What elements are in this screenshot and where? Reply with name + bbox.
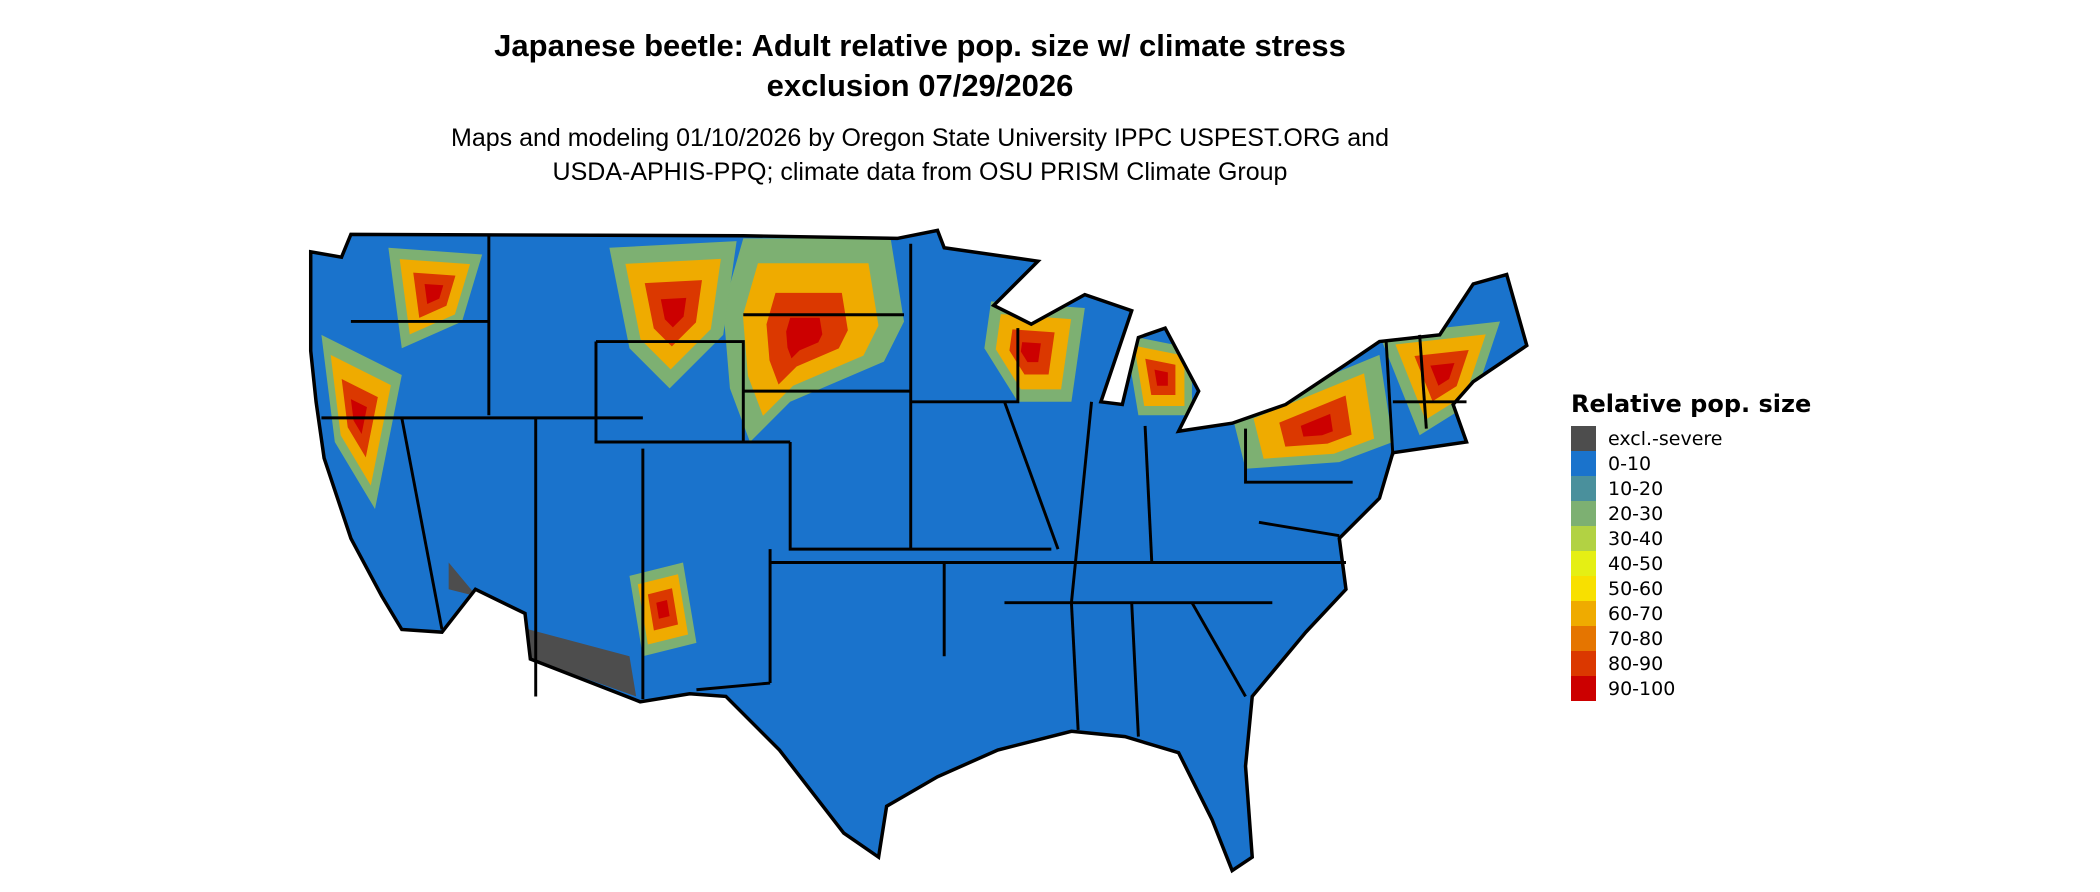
- state-border: [1258, 520, 1340, 538]
- legend-label: 60-70: [1608, 602, 1664, 625]
- state-border: [594, 341, 791, 444]
- state-border: [1003, 401, 1060, 550]
- legend-label: 90-100: [1608, 677, 1676, 700]
- legend-swatch: [1571, 601, 1596, 626]
- state-border: [1069, 602, 1080, 731]
- subtitle-line1: Maps and modeling 01/10/2026 by Oregon S…: [451, 124, 1389, 152]
- state-border: [400, 417, 444, 630]
- legend-swatch: [1571, 626, 1596, 651]
- state-border: [1190, 601, 1247, 698]
- legend-swatch: [1571, 426, 1596, 451]
- suitability-zone: [424, 283, 444, 305]
- suitability-zone: [1020, 342, 1041, 363]
- state-border: [595, 340, 745, 442]
- state-border: [910, 328, 1020, 404]
- legend-swatch: [1571, 501, 1596, 526]
- legend-item: excl.-severe: [1571, 426, 1811, 451]
- legend-item: 90-100: [1571, 676, 1811, 701]
- legend-item: 10-20: [1571, 476, 1811, 501]
- us-outline: [308, 228, 1529, 874]
- legend-swatch: [1571, 451, 1596, 476]
- legend-item: 0-10: [1571, 451, 1811, 476]
- legend-label: 80-90: [1608, 652, 1664, 675]
- legend-item: 50-60: [1571, 576, 1811, 601]
- suitability-zone: [1154, 369, 1168, 386]
- state-border: [1244, 428, 1353, 484]
- legend-swatch: [1571, 576, 1596, 601]
- state-border: [696, 681, 771, 692]
- legend-swatch: [1571, 676, 1596, 701]
- state-border: [1384, 341, 1395, 456]
- legend-label: 20-30: [1608, 502, 1664, 525]
- map-title-line1: Japanese beetle: Adult relative pop. siz…: [494, 28, 1346, 63]
- legend-label: excl.-severe: [1608, 427, 1723, 450]
- state-border: [788, 441, 1052, 551]
- legend: Relative pop. size excl.-severe 0-10 10-20…: [1571, 390, 1811, 701]
- legend-swatch: [1571, 476, 1596, 501]
- legend-label: 10-20: [1608, 477, 1664, 500]
- suitability-zone: [656, 600, 670, 619]
- population-overlay: [321, 238, 1500, 697]
- legend-label: 0-10: [1608, 452, 1652, 475]
- legend-swatch: [1571, 551, 1596, 576]
- legend-item: 20-30: [1571, 501, 1811, 526]
- suitability-zone: [1430, 362, 1455, 386]
- legend-label: 30-40: [1608, 527, 1664, 550]
- suitability-zone: [1300, 413, 1333, 437]
- legend-swatch: [1571, 651, 1596, 676]
- state-border: [1143, 425, 1154, 563]
- state-border: [1069, 401, 1093, 603]
- legend-swatch: [1571, 526, 1596, 551]
- state-border: [1418, 334, 1428, 429]
- legend-label: 50-60: [1608, 577, 1664, 600]
- suitability-zone: [786, 317, 823, 359]
- legend-label: 40-50: [1608, 552, 1664, 575]
- subtitle-line2: USDA-APHIS-PPQ; climate data from OSU PR…: [552, 158, 1288, 186]
- legend-item: 80-90: [1571, 651, 1811, 676]
- map-title-line2: exclusion 07/29/2026: [766, 68, 1074, 103]
- suitability-zone: [660, 297, 687, 328]
- legend-item: 60-70: [1571, 601, 1811, 626]
- state-borders: [321, 235, 1467, 737]
- excluded-region: [448, 562, 637, 697]
- legend-label: 70-80: [1608, 627, 1664, 650]
- legend-item: 30-40: [1571, 526, 1811, 551]
- legend-title: Relative pop. size: [1571, 390, 1812, 418]
- legend-item: 70-80: [1571, 626, 1811, 651]
- state-border: [1130, 602, 1140, 737]
- legend-item: 40-50: [1571, 551, 1811, 576]
